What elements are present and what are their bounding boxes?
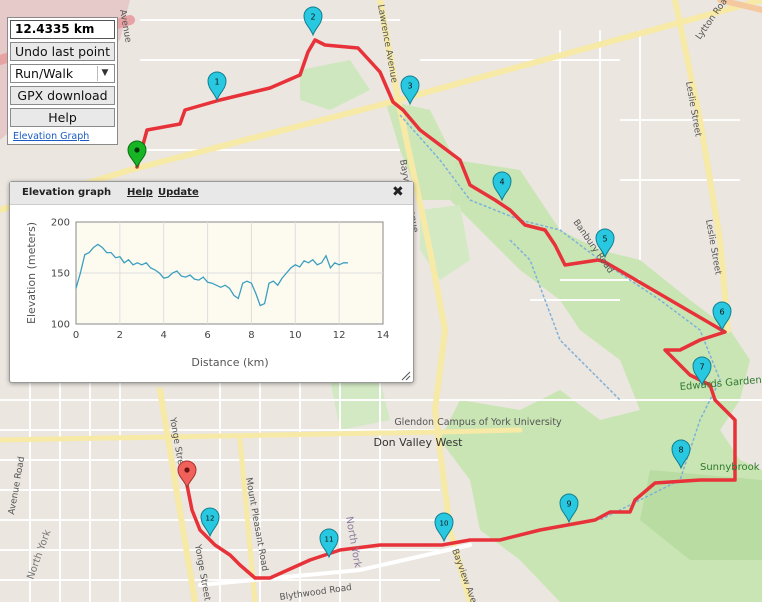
activity-mode-select[interactable]: Run/Walk ▼ <box>10 64 115 83</box>
distance-marker-label: 3 <box>407 82 412 91</box>
map-pin-icon <box>303 6 323 37</box>
chevron-down-icon: ▼ <box>97 66 112 81</box>
y-axis-label: Elevation (meters) <box>25 222 38 324</box>
elevation-graph-popup: Elevation graph Help Update ✖ 0 2 4 6 8 10 12 1… <box>9 181 414 383</box>
resize-handle-icon[interactable] <box>400 370 411 381</box>
distance-marker-label: 2 <box>310 13 315 22</box>
x-tick-label: 6 <box>204 330 210 341</box>
start-pin-dot <box>134 147 140 153</box>
streams <box>399 114 721 521</box>
distance-marker-label: 7 <box>699 363 704 372</box>
distance-marker-label: 9 <box>566 500 571 509</box>
end-pin-icon <box>177 460 197 489</box>
distance-marker-4[interactable]: 4 <box>492 171 512 202</box>
distance-marker-9[interactable]: 9 <box>559 493 579 524</box>
map-pin-icon <box>559 493 579 524</box>
map-pin-icon <box>692 356 712 387</box>
map-pin-icon <box>492 171 512 202</box>
label-sunnybrook: Sunnybrook Park <box>700 462 762 473</box>
x-tick-label: 10 <box>289 330 302 341</box>
distance-marker-6[interactable]: 6 <box>712 301 732 332</box>
distance-marker-label: 12 <box>206 515 215 523</box>
distance-marker-3[interactable]: 3 <box>400 75 420 106</box>
dvw-line: Don Valley West <box>373 436 463 449</box>
map-pin-icon <box>200 507 220 538</box>
distance-marker-1[interactable]: 1 <box>207 71 227 102</box>
distance-marker-label: 11 <box>325 536 334 544</box>
end-pin-dot <box>184 467 190 473</box>
distance-marker-label: 1 <box>214 78 219 87</box>
distance-marker-label: 5 <box>602 235 607 244</box>
map-pin-icon <box>671 439 691 470</box>
close-icon[interactable]: ✖ <box>392 184 404 200</box>
distance-marker-10[interactable]: 10 <box>434 512 454 543</box>
chart-grid <box>76 222 383 324</box>
green-areas <box>300 60 762 602</box>
distance-marker-2[interactable]: 2 <box>303 6 323 37</box>
distance-marker-label: 8 <box>678 446 683 455</box>
end-marker[interactable] <box>177 460 197 489</box>
distance-marker-8[interactable]: 8 <box>671 439 691 470</box>
distance-marker-label: 6 <box>719 308 724 317</box>
elevation-graph-link[interactable]: Elevation Graph <box>13 131 90 142</box>
y-tick-labels: 100 150 200 <box>51 218 70 331</box>
y-tick-label: 200 <box>51 218 70 229</box>
distance-marker-label: 10 <box>440 520 449 528</box>
distance-marker-7[interactable]: 7 <box>692 356 712 387</box>
x-axis-label: Distance (km) <box>191 356 268 369</box>
label-don-valley-west: Don Valley West <box>373 436 463 449</box>
y-tick-label: 100 <box>51 320 70 331</box>
x-tick-label: 14 <box>377 330 390 341</box>
label-glendon: Glendon Campus of York University <box>394 417 562 428</box>
help-button[interactable]: Help <box>10 108 115 127</box>
distance-marker-label: 4 <box>499 178 504 187</box>
map-pin-icon <box>595 228 615 259</box>
popup-update-link[interactable]: Update <box>158 187 199 198</box>
x-tick-label: 2 <box>117 330 123 341</box>
route-line <box>135 38 737 580</box>
start-marker[interactable] <box>127 140 147 169</box>
y-tick-label: 150 <box>51 269 70 280</box>
x-tick-label: 12 <box>333 330 346 341</box>
route-control-panel: 12.4335 km Undo last point Run/Walk ▼ GP… <box>7 17 118 145</box>
glendon-text: Glendon Campus of York University <box>394 417 562 428</box>
map-pin-icon <box>712 301 732 332</box>
start-pin-icon <box>127 140 147 169</box>
map-pin-icon <box>207 71 227 102</box>
map-pin-icon <box>400 75 420 106</box>
undo-last-point-button[interactable]: Undo last point <box>10 42 115 61</box>
elevation-chart: 0 2 4 6 8 10 12 14 100 150 200 Distance (km) Elev… <box>25 218 390 370</box>
x-tick-label: 0 <box>73 330 79 341</box>
popup-title: Elevation graph <box>22 187 112 198</box>
distance-readout: 12.4335 km <box>10 20 115 39</box>
distance-marker-11[interactable]: 11 <box>319 528 339 559</box>
gpx-download-button[interactable]: GPX download <box>10 86 115 105</box>
map-pin-icon <box>434 512 454 543</box>
x-tick-label: 4 <box>161 330 167 341</box>
elevation-series-line <box>75 243 348 307</box>
x-tick-label: 8 <box>248 330 254 341</box>
x-tick-labels: 0 2 4 6 8 10 12 14 <box>73 330 390 341</box>
distance-marker-12[interactable]: 12 <box>200 507 220 538</box>
popup-header[interactable]: Elevation graph Help Update ✖ <box>10 182 413 205</box>
activity-mode-value: Run/Walk <box>15 66 74 81</box>
popup-help-link[interactable]: Help <box>127 187 153 198</box>
distance-marker-5[interactable]: 5 <box>595 228 615 259</box>
map-pin-icon <box>319 528 339 559</box>
